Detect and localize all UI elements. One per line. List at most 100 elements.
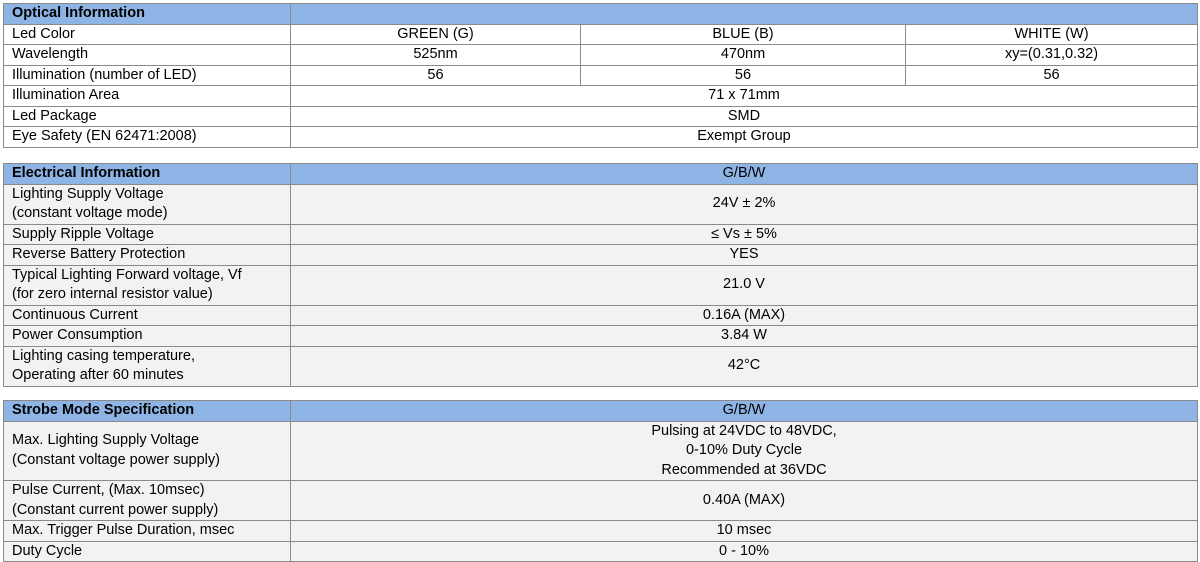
- row-label: Lighting casing temperature, Operating af…: [3, 345, 291, 387]
- row-value: SMD: [289, 105, 1199, 127]
- text-line: Power Consumption: [12, 327, 143, 343]
- text-line: (constant voltage mode): [12, 205, 168, 221]
- row-label: Reverse Battery Protection: [3, 244, 291, 266]
- table-row: Led Color GREEN (G) BLUE (B) WHITE (W): [3, 23, 1199, 45]
- text-line: 24V ± 2%: [712, 195, 776, 212]
- text-line: YES: [729, 246, 759, 262]
- text-line: Reverse Battery Protection: [12, 246, 186, 262]
- header-value: [289, 3, 1199, 25]
- table-row: Duty Cycle 0 - 10%: [3, 540, 1199, 562]
- row-label: Duty Cycle: [3, 540, 291, 562]
- text-line: 470nm: [720, 46, 766, 62]
- table-row: Max. Trigger Pulse Duration, msec 10 msec: [3, 520, 1199, 542]
- text-line: Max. Lighting Supply Voltage: [12, 432, 200, 449]
- table-row: Illumination (number of LED) 56 56 56: [3, 64, 1199, 86]
- row-value: 24V ± 2%: [289, 183, 1199, 225]
- row-value: ≤ Vs ± 5%: [289, 223, 1199, 245]
- row-value: Exempt Group: [289, 126, 1199, 148]
- row-label: Typical Lighting Forward voltage, Vf (for…: [3, 264, 291, 306]
- row-label: Wavelength: [3, 44, 291, 66]
- row-value: xy=(0.31,0.32): [904, 44, 1199, 66]
- row-value: 56: [580, 64, 906, 86]
- text-line: 0 - 10%: [719, 542, 769, 559]
- text-line: Operating after 60 minutes: [12, 367, 184, 383]
- spec-table: Electrical Information G/B/W Lighting Supp…: [3, 163, 1199, 387]
- text-line: Supply Ripple Voltage: [12, 225, 154, 242]
- text-line: Lighting Supply Voltage: [12, 185, 164, 202]
- text-line: Pulsing at 24VDC to 48VDC,: [651, 422, 837, 439]
- text-line: Illumination Area: [12, 87, 120, 103]
- row-label: Supply Ripple Voltage: [3, 223, 291, 245]
- header-row: Strobe Mode Specification G/B/W: [3, 400, 1199, 422]
- table-row: Wavelength 525nm 470nm xy=(0.31,0.32): [3, 44, 1199, 66]
- row-value: 0.16A (MAX): [289, 304, 1199, 326]
- header-value: G/B/W: [289, 400, 1199, 422]
- row-value: Pulsing at 24VDC to 48VDC, 0-10% Duty Cyc…: [289, 420, 1199, 481]
- row-value: GREEN (G): [290, 23, 581, 45]
- row-label: Power Consumption: [3, 325, 291, 347]
- text-line: Eye Safety (EN 62471:2008): [12, 128, 197, 144]
- row-value: 0.40A (MAX): [289, 480, 1199, 521]
- text-line: Duty Cycle: [12, 542, 83, 559]
- row-label: Led Color: [3, 23, 291, 45]
- row-label: Max. Lighting Supply Voltage (Constant vo…: [3, 420, 291, 481]
- row-label: Lighting Supply Voltage (constant voltage…: [3, 183, 291, 225]
- row-value: BLUE (B): [580, 23, 906, 45]
- text-line: Exempt Group: [697, 128, 791, 144]
- table-row: Supply Ripple Voltage ≤ Vs ± 5%: [3, 223, 1199, 245]
- row-value: 0 - 10%: [289, 540, 1199, 562]
- row-label: Pulse Current, (Max. 10msec) (Constant cu…: [3, 480, 291, 521]
- text-line: Illumination (number of LED): [12, 66, 197, 83]
- text-line: 0-10% Duty Cycle: [685, 442, 803, 458]
- row-value: 470nm: [580, 44, 906, 66]
- row-label: Led Package: [3, 105, 291, 127]
- text-line: Recommended at 36VDC: [661, 461, 827, 478]
- text-line: Led Package: [12, 107, 97, 124]
- row-label: Eye Safety (EN 62471:2008): [3, 126, 291, 148]
- text-line: Continuous Current: [12, 306, 138, 323]
- row-value: 42°C: [289, 345, 1199, 387]
- spec-table: Strobe Mode Specification G/B/W Max. Light…: [3, 400, 1199, 562]
- row-label: Illumination (number of LED): [3, 64, 291, 86]
- table-row: Reverse Battery Protection YES: [3, 244, 1199, 266]
- text-line: Pulse Current, (Max. 10msec): [12, 482, 205, 498]
- text-line: WHITE (W): [1014, 25, 1089, 42]
- table-row: Pulse Current, (Max. 10msec) (Constant cu…: [3, 480, 1199, 521]
- header-value: G/B/W: [289, 163, 1199, 185]
- text-line: (Constant current power supply): [12, 501, 219, 518]
- row-label: Max. Trigger Pulse Duration, msec: [3, 520, 291, 542]
- text-line: ≤ Vs ± 5%: [711, 225, 777, 242]
- text-line: 56: [734, 66, 752, 83]
- header-row: Electrical Information G/B/W: [3, 163, 1199, 185]
- text-line: 56: [427, 66, 444, 83]
- text-line: 56: [1043, 66, 1060, 83]
- row-value: 3.84 W: [289, 325, 1199, 347]
- header-row: Optical Information: [3, 3, 1199, 25]
- text-line: 21.0 V: [723, 276, 765, 293]
- table-row: Illumination Area 71 x 71mm: [3, 85, 1199, 107]
- text-line: SMD: [727, 107, 761, 124]
- spec-table: Optical Information Led Color GREEN (G) BLU…: [3, 3, 1199, 148]
- text-line: Lighting casing temperature,: [12, 347, 195, 364]
- text-line: BLUE (B): [712, 25, 774, 42]
- table-row: Max. Lighting Supply Voltage (Constant vo…: [3, 420, 1199, 481]
- text-line: (Constant voltage power supply): [12, 451, 220, 468]
- row-value: 10 msec: [289, 520, 1199, 542]
- text-line: 0.16A (MAX): [702, 306, 786, 323]
- text-line: 525nm: [413, 46, 458, 62]
- text-line: Typical Lighting Forward voltage, Vf: [12, 266, 242, 283]
- row-value: 56: [904, 64, 1199, 86]
- text-line: 71 x 71mm: [708, 87, 780, 103]
- row-value: YES: [289, 244, 1199, 266]
- table-row: Continuous Current 0.16A (MAX): [3, 304, 1199, 326]
- row-label: Illumination Area: [3, 85, 291, 107]
- text-line: 10 msec: [716, 522, 772, 538]
- table-row: Lighting casing temperature, Operating af…: [3, 345, 1199, 387]
- table-title: Optical Information: [3, 3, 291, 25]
- text-line: GREEN (G): [397, 25, 474, 42]
- text-line: Led Color: [12, 25, 75, 42]
- table-title: Strobe Mode Specification: [3, 400, 291, 422]
- text-line: (for zero internal resistor value): [12, 286, 213, 302]
- table-row: Eye Safety (EN 62471:2008) Exempt Group: [3, 126, 1199, 148]
